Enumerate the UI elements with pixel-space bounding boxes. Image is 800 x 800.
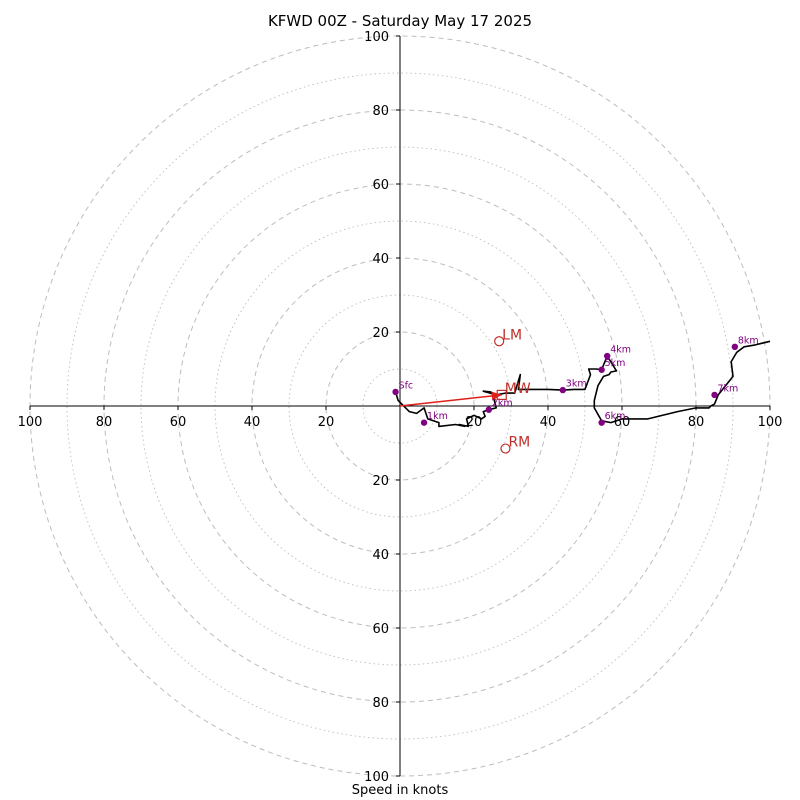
y-tick-label: 100 bbox=[364, 770, 389, 785]
storm-motion-marker-mw bbox=[496, 389, 507, 400]
height-markers: Sfc 1km 2km 3km 4km 5km 6km 7km 8km bbox=[392, 335, 759, 426]
y-tick-label: 40 bbox=[372, 252, 389, 267]
x-tick-label: 40 bbox=[540, 415, 557, 430]
height-marker-7km bbox=[711, 391, 718, 399]
storm-motion-marker-rm bbox=[500, 443, 511, 454]
chart-title: KFWD 00Z - Saturday May 17 2025 bbox=[267, 12, 533, 30]
height-marker-1km bbox=[420, 419, 428, 426]
height-marker-3km bbox=[559, 386, 566, 394]
y-tick-label: 20 bbox=[372, 474, 389, 489]
x-tick-label: 100 bbox=[18, 415, 43, 430]
y-tick-label: 80 bbox=[372, 104, 389, 119]
height-marker-6km bbox=[598, 419, 605, 426]
height-label-7km: 7km bbox=[718, 383, 739, 394]
mean-wind-vector bbox=[399, 391, 502, 407]
height-marker-2km bbox=[485, 406, 492, 413]
x-tick-label: 100 bbox=[758, 415, 783, 430]
height-label-8km: 8km bbox=[738, 335, 759, 346]
height-label-5km: 5km bbox=[605, 358, 626, 369]
x-tick-label: 20 bbox=[318, 415, 335, 430]
y-tick-label: 80 bbox=[372, 696, 389, 711]
height-label-6km: 6km bbox=[605, 411, 626, 422]
storm-motion-label-mw: MW bbox=[505, 381, 531, 397]
x-tick-label: 20 bbox=[466, 415, 483, 430]
wind-trace bbox=[394, 340, 771, 428]
x-tick-label: 80 bbox=[96, 415, 113, 430]
height-marker-8km bbox=[731, 343, 739, 350]
height-marker-sfc bbox=[392, 388, 399, 396]
storm-motion-label-rm: RM bbox=[508, 435, 530, 451]
storm-motion-marker-lm bbox=[494, 336, 505, 347]
x-tick-label: 40 bbox=[244, 415, 261, 430]
x-tick-label: 80 bbox=[688, 415, 705, 430]
y-tick-label: 100 bbox=[364, 30, 389, 45]
y-tick-label: 60 bbox=[372, 622, 389, 637]
storm-motion-markers: LM MW RM bbox=[494, 327, 531, 454]
y-tick-label: 20 bbox=[372, 326, 389, 341]
mean-wind-arrowhead bbox=[491, 391, 502, 401]
x-tick-label: 60 bbox=[170, 415, 187, 430]
storm-motion-label-lm: LM bbox=[502, 327, 522, 343]
height-label-3km: 3km bbox=[566, 379, 587, 390]
height-label-2km: 2km bbox=[492, 398, 513, 409]
y-tick-label: 60 bbox=[372, 178, 389, 193]
height-label-4km: 4km bbox=[610, 345, 631, 356]
height-label-1km: 1km bbox=[427, 411, 448, 422]
height-label-sfc: Sfc bbox=[399, 380, 414, 391]
hodograph-trace-line bbox=[394, 340, 771, 428]
height-marker-4km bbox=[604, 352, 611, 360]
axes: 100 80 60 40 20 20 40 60 80 100100806040202040608… bbox=[18, 30, 783, 785]
mean-wind-arrow-shaft bbox=[399, 394, 502, 407]
height-marker-5km bbox=[598, 366, 605, 373]
x-axis-caption: Speed in knots bbox=[351, 783, 449, 798]
y-tick-label: 40 bbox=[372, 548, 389, 563]
